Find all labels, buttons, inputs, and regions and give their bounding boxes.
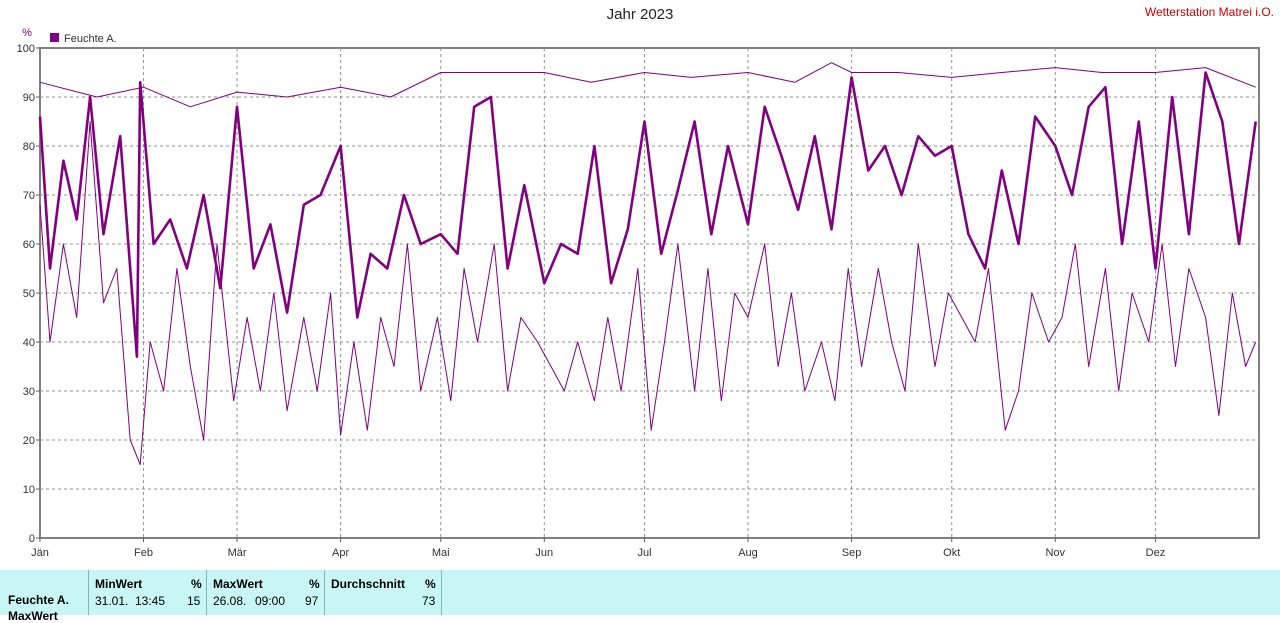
minwert-value: 15: [187, 594, 201, 608]
series-line-daily-mean: [38, 71, 1257, 359]
stats-cell-minwert: MinWert % 31.01. 13:45 15: [88, 570, 207, 615]
x-tick-label: Dez: [1146, 547, 1166, 559]
durchschnitt-value: 73: [422, 594, 436, 608]
x-tick-label: Mär: [228, 547, 247, 559]
legend-label: Feuchte A.: [64, 33, 117, 45]
y-tick-label: 10: [23, 484, 35, 496]
x-tick-label: Feb: [134, 547, 153, 559]
maxwert-header: MaxWert: [213, 577, 263, 591]
x-tick-label: Apr: [332, 547, 349, 559]
statistics-table: Feuchte A. MaxWert MinWert % 31.01. 13:4…: [0, 570, 1280, 623]
y-tick-label: 40: [23, 337, 35, 349]
y-tick-label: 0: [29, 533, 35, 545]
x-tick-label: Nov: [1045, 547, 1065, 559]
stats-row-label-maxwert: MaxWert: [8, 609, 58, 623]
stats-cell-maxwert: MaxWert % 26.08. 09:00 97: [206, 570, 325, 615]
y-tick-label: 80: [23, 141, 35, 153]
x-tick-label: Jän: [31, 547, 49, 559]
y-tick-label: 100: [17, 43, 35, 55]
chart-title: Jahr 2023: [606, 6, 674, 23]
durchschnitt-unit: %: [425, 577, 436, 591]
y-tick-label: 50: [23, 288, 35, 300]
maxwert-unit: %: [309, 577, 320, 591]
durchschnitt-header: Durchschnitt: [331, 577, 406, 591]
stats-row-label-feuchte: Feuchte A.: [8, 593, 69, 607]
x-tick-label: Okt: [943, 547, 960, 559]
x-tick-label: Sep: [842, 547, 862, 559]
x-tick-label: Aug: [738, 547, 758, 559]
minwert-header: MinWert: [95, 577, 143, 591]
x-tick-label: Jun: [535, 547, 553, 559]
series-line-daily-max: [39, 62, 1256, 108]
minwert-time: 13:45: [135, 594, 166, 608]
maxwert-date: 26.08.: [213, 594, 247, 608]
minwert-date: 31.01.: [95, 594, 129, 608]
maxwert-value: 97: [305, 594, 319, 608]
y-tick-label: 70: [23, 190, 35, 202]
y-tick-label: 60: [23, 239, 35, 251]
stats-cell-durchschnitt: Durchschnitt % 73: [324, 570, 442, 615]
humidity-chart: 0 10 20 30 40 50 60 70 80 90 100 Jän Feb Mär Apr Mai Jun…: [17, 27, 1260, 559]
y-tick-label: 20: [23, 435, 35, 447]
y-tick-label: 90: [23, 92, 35, 104]
series-line-daily-min: [39, 121, 1257, 465]
y-tick-label: 30: [23, 386, 35, 398]
y-axis-unit: %: [22, 27, 32, 39]
minwert-unit: %: [191, 577, 202, 591]
maxwert-time: 09:00: [255, 594, 286, 608]
station-name: Wetterstation Matrei i.O.: [1144, 5, 1274, 19]
legend-swatch: [50, 33, 59, 42]
x-tick-label: Mai: [432, 547, 450, 559]
x-tick-label: Jul: [637, 547, 651, 559]
